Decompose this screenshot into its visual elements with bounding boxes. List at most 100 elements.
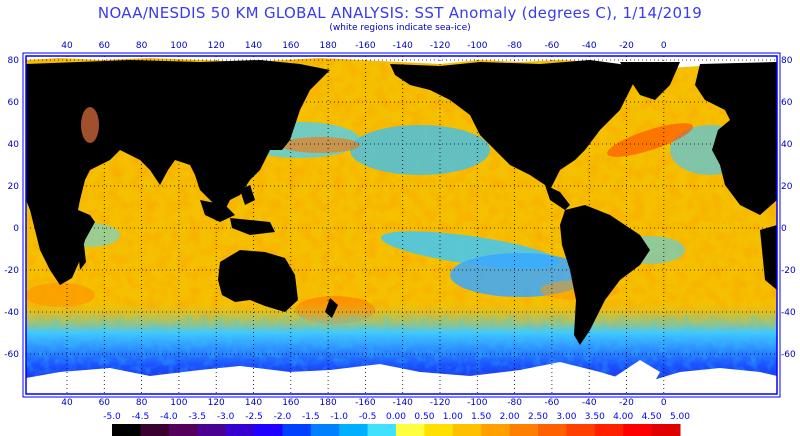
lon-tick-label-bottom: -120 xyxy=(430,398,451,408)
lon-tick-label-bottom: -40 xyxy=(582,398,597,408)
colorbar-swatch xyxy=(623,424,653,436)
lat-tick-label-right: 80 xyxy=(781,56,793,66)
lon-tick-label-top: 80 xyxy=(136,41,148,51)
colorbar-swatch xyxy=(452,424,482,436)
lat-tick-label-right: 60 xyxy=(781,98,793,108)
lon-tick-label-bottom: -160 xyxy=(355,398,376,408)
lon-tick-label-top: -40 xyxy=(582,41,597,51)
lat-tick-label-left: 20 xyxy=(8,182,20,192)
lon-tick-label-bottom: 180 xyxy=(320,398,337,408)
lon-tick-label-top: 40 xyxy=(61,41,73,51)
colorbar-swatch xyxy=(424,424,454,436)
map-frame xyxy=(25,55,778,395)
colorbar-swatch xyxy=(481,424,511,436)
lon-tick-label-bottom: -80 xyxy=(507,398,522,408)
lat-tick-label-right: 20 xyxy=(781,182,793,192)
lon-tick-label-bottom: 60 xyxy=(99,398,111,408)
lat-tick-label-right: -20 xyxy=(781,266,796,276)
colorbar-swatch xyxy=(140,424,170,436)
colorbar-swatch xyxy=(566,424,596,436)
lon-tick-label-top: 160 xyxy=(282,41,299,51)
land-masses xyxy=(26,60,777,345)
colorbar-swatch xyxy=(254,424,283,436)
lon-tick-label-bottom: 100 xyxy=(170,398,187,408)
map-outer-frame xyxy=(22,52,781,398)
lat-tick-label-right: -40 xyxy=(781,308,796,318)
colorbar-label: 1.50 xyxy=(471,412,491,422)
colorbar-label: -1.0 xyxy=(330,412,348,422)
lat-tick-label-right: -60 xyxy=(781,350,796,360)
lon-tick-label-top: 0 xyxy=(661,41,667,51)
colorbar-label: -2.5 xyxy=(245,412,263,422)
colorbar-swatch xyxy=(509,424,539,436)
colorbar-label: 2.50 xyxy=(528,412,548,422)
colorbar-label: -3.5 xyxy=(188,412,206,422)
colorbar-swatch xyxy=(367,424,397,436)
colorbar-label: 5.00 xyxy=(670,412,690,422)
lon-tick-label-bottom: -20 xyxy=(619,398,634,408)
lon-tick-label-bottom: 40 xyxy=(61,398,73,408)
colorbar-label: -4.0 xyxy=(160,412,178,422)
lon-tick-label-top: -120 xyxy=(430,41,451,51)
lat-tick-label-left: 0 xyxy=(13,224,19,234)
colorbar-label: -3.0 xyxy=(217,412,235,422)
colorbar-swatch xyxy=(396,424,425,436)
colorbar-label: -2.0 xyxy=(274,412,292,422)
lon-tick-label-top: -100 xyxy=(467,41,488,51)
colorbar-label: -4.5 xyxy=(132,412,150,422)
lon-tick-label-top: 180 xyxy=(320,41,337,51)
colorbar-swatch xyxy=(538,424,567,436)
lon-tick-label-top: 120 xyxy=(208,41,225,51)
colorbar-swatch xyxy=(168,424,198,436)
lon-tick-label-top: 60 xyxy=(99,41,111,51)
lat-tick-label-left: 80 xyxy=(8,56,20,66)
lon-tick-label-top: -80 xyxy=(507,41,522,51)
lon-tick-label-top: -60 xyxy=(545,41,560,51)
lon-tick-label-top: 100 xyxy=(170,41,187,51)
lon-tick-label-top: -160 xyxy=(355,41,376,51)
colorbar-swatch xyxy=(197,424,227,436)
colorbar-label: 3.50 xyxy=(585,412,605,422)
lat-tick-label-left: 60 xyxy=(8,98,20,108)
colorbar-swatch xyxy=(282,424,312,436)
lat-tick-label-right: 0 xyxy=(781,224,787,234)
lat-tick-label-left: -20 xyxy=(4,266,19,276)
lon-tick-label-bottom: 120 xyxy=(208,398,225,408)
lon-tick-label-bottom: 80 xyxy=(136,398,148,408)
lat-tick-label-left: 40 xyxy=(8,140,20,150)
colorbar-label: 1.00 xyxy=(443,412,463,422)
colorbar-label: 4.50 xyxy=(642,412,662,422)
lon-tick-label-top: 140 xyxy=(245,41,262,51)
colorbar-swatch xyxy=(310,424,340,436)
lon-tick-label-bottom: 0 xyxy=(661,398,667,408)
colorbar-swatch xyxy=(594,424,624,436)
lat-tick-label-right: 40 xyxy=(781,140,793,150)
map-subtitle: (white regions indicate sea-ice) xyxy=(329,23,471,33)
map-title: NOAA/NESDIS 50 KM GLOBAL ANALYSIS: SST A… xyxy=(97,4,703,22)
colorbar-swatch xyxy=(225,424,255,436)
colorbar-label: 0.00 xyxy=(386,412,406,422)
colorbar-label: 4.00 xyxy=(613,412,633,422)
colorbar-label: -1.5 xyxy=(302,412,320,422)
sea-ice xyxy=(26,56,777,394)
colorbar: -5.0 -4.5 -4.0 -3.5 -3.0 -2.5 -2.0 -1.5 -1.0 -0.5… xyxy=(103,412,690,436)
lat-tick-label-left: -40 xyxy=(4,308,19,318)
lon-tick-label-bottom: 160 xyxy=(282,398,299,408)
lon-tick-label-bottom: -60 xyxy=(545,398,560,408)
colorbar-swatch xyxy=(651,424,681,436)
colorbar-swatch xyxy=(112,424,141,436)
lon-tick-label-bottom: -140 xyxy=(392,398,413,408)
axis-ticks: 40 40 60 60 80 80 100 100 120 120 140 140 160 160 180 1… xyxy=(4,41,796,408)
lon-tick-label-top: -20 xyxy=(619,41,634,51)
colorbar-label: -5.0 xyxy=(103,412,121,422)
colorbar-label: 2.00 xyxy=(500,412,520,422)
colorbar-swatch xyxy=(339,424,369,436)
lat-tick-label-left: -60 xyxy=(4,350,19,360)
colorbar-label: 3.00 xyxy=(556,412,576,422)
lon-tick-label-bottom: -100 xyxy=(467,398,488,408)
colorbar-label: -0.5 xyxy=(359,412,377,422)
lon-tick-label-bottom: 140 xyxy=(245,398,262,408)
graticule xyxy=(26,56,777,394)
lon-tick-label-top: -140 xyxy=(392,41,413,51)
